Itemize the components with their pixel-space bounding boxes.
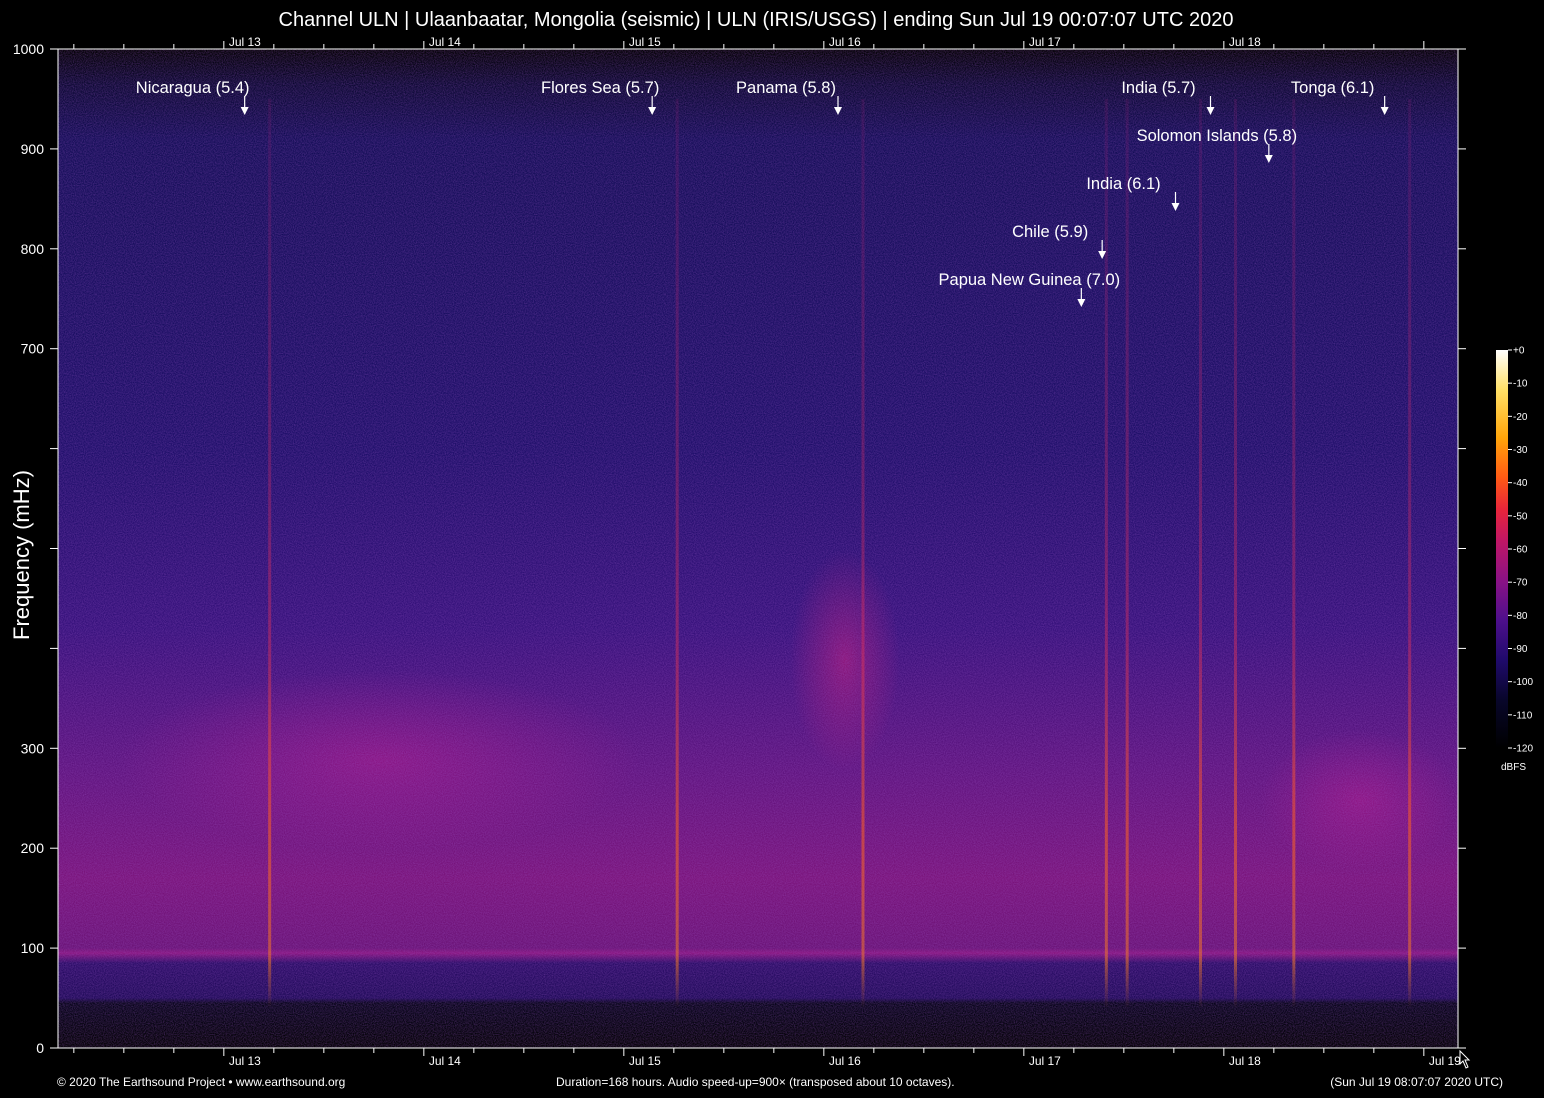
x-day-label: Jul 15 xyxy=(629,1054,661,1068)
event-label: India (6.1) xyxy=(1086,175,1160,193)
colorbar-tick-label: -60 xyxy=(1513,545,1528,556)
x-day-label-top: Jul 15 xyxy=(629,35,661,49)
event-annotation: Solomon Islands (5.8) xyxy=(1137,127,1298,163)
event-streak xyxy=(1104,99,1108,1008)
event-streak xyxy=(1234,99,1237,1008)
arrow-down-icon xyxy=(1098,251,1107,259)
event-label: India (5.7) xyxy=(1121,79,1195,97)
y-tick-label: 1000 xyxy=(13,41,44,57)
colorbar-tick-label: -90 xyxy=(1513,644,1528,655)
colorbar-tick-label: -70 xyxy=(1513,578,1528,589)
chart-title: Channel ULN | Ulaanbaatar, Mongolia (sei… xyxy=(278,9,1234,31)
arrow-down-icon xyxy=(1206,107,1215,115)
event-label: Solomon Islands (5.8) xyxy=(1137,127,1298,145)
y-axis-label: Frequency (mHz) xyxy=(9,470,34,640)
y-tick-label: 300 xyxy=(21,740,45,756)
x-day-label-top: Jul 17 xyxy=(1029,35,1061,49)
event-annotation: Tonga (6.1) xyxy=(1291,79,1389,115)
footer-duration-note: Duration=168 hours. Audio speed-up=900× … xyxy=(556,1075,955,1089)
event-streak xyxy=(1199,99,1202,1008)
event-streak xyxy=(675,99,679,1008)
event-streak xyxy=(1125,99,1129,1008)
x-day-label: Jul 18 xyxy=(1229,1054,1261,1068)
arrow-down-icon xyxy=(648,107,657,115)
footer-timestamp: (Sun Jul 19 08:07:07 2020 UTC) xyxy=(1330,1075,1503,1089)
event-streak xyxy=(861,99,865,1008)
colorbar-unit: dBFS xyxy=(1501,762,1527,773)
event-label: Chile (5.9) xyxy=(1012,223,1088,241)
arrow-down-icon xyxy=(1077,299,1086,307)
event-streak xyxy=(1408,99,1412,1008)
colorbar-tick-label: -80 xyxy=(1513,611,1528,622)
x-day-label: Jul 13 xyxy=(229,1054,261,1068)
x-day-label: Jul 16 xyxy=(829,1054,861,1068)
event-label: Tonga (6.1) xyxy=(1291,79,1374,97)
colorbar-tick-label: -100 xyxy=(1513,677,1533,688)
spectrogram-field xyxy=(58,49,1460,1048)
arrow-down-icon xyxy=(1171,203,1180,211)
y-tick-label: 900 xyxy=(21,141,45,157)
arrow-down-icon xyxy=(1380,107,1389,115)
y-axis: 0 100 200 300 700 800 900 1000 xyxy=(13,41,1466,1056)
event-annotation: Chile (5.9) xyxy=(1012,223,1107,259)
event-streaks xyxy=(268,99,1412,1008)
event-annotation: India (5.7) xyxy=(1121,79,1215,115)
x-day-label-top: Jul 16 xyxy=(829,35,861,49)
event-annotation: India (6.1) xyxy=(1086,175,1180,211)
event-annotation: Panama (5.8) xyxy=(736,79,842,115)
x-day-label: Jul 17 xyxy=(1029,1054,1061,1068)
colorbar-tick-label: +0 xyxy=(1513,346,1525,357)
y-tick-label: 200 xyxy=(21,840,45,856)
event-annotation: Nicaragua (5.4) xyxy=(136,79,250,115)
y-tick-label: 100 xyxy=(21,940,45,956)
colorbar-tick-label: -50 xyxy=(1513,511,1528,522)
colorbar-tick-label: -20 xyxy=(1513,412,1528,423)
x-day-label-top: Jul 14 xyxy=(429,35,461,49)
event-streak xyxy=(268,99,272,1008)
x-day-label: Jul 19 xyxy=(1429,1054,1461,1068)
y-tick-label: 0 xyxy=(36,1040,44,1056)
event-label: Nicaragua (5.4) xyxy=(136,79,250,97)
colorbar: +0 -10 -20 -30 -40 -50 -60 -70 -80 -90 -100 -110 -12… xyxy=(1496,346,1533,755)
x-axis: Jul 13 Jul 13 Jul 14 Jul 14 Jul 15 Jul 15 Jul … xyxy=(73,35,1461,1068)
event-streak xyxy=(1292,99,1296,1008)
event-label: Flores Sea (5.7) xyxy=(541,79,659,97)
colorbar-scale xyxy=(1496,350,1508,748)
x-day-label: Jul 14 xyxy=(429,1054,461,1068)
x-day-label-top: Jul 18 xyxy=(1229,35,1261,49)
arrow-down-icon xyxy=(240,107,249,115)
arrow-down-icon xyxy=(1264,155,1273,163)
y-tick-label: 700 xyxy=(21,341,45,357)
x-day-label-top: Jul 13 xyxy=(229,35,261,49)
arrow-down-icon xyxy=(834,107,842,115)
event-annotation: Papua New Guinea (7.0) xyxy=(939,271,1121,307)
colorbar-tick-label: -10 xyxy=(1513,379,1528,390)
colorbar-tick-label: -30 xyxy=(1513,445,1528,456)
event-label: Papua New Guinea (7.0) xyxy=(939,271,1121,289)
colorbar-tick-label: -120 xyxy=(1513,744,1533,755)
footer-copyright: © 2020 The Earthsound Project • www.eart… xyxy=(57,1075,346,1089)
event-annotations: Nicaragua (5.4) Flores Sea (5.7) Panama (5… xyxy=(136,79,1389,307)
colorbar-tick-label: -40 xyxy=(1513,478,1528,489)
colorbar-tick-label: -110 xyxy=(1513,710,1533,721)
event-annotation: Flores Sea (5.7) xyxy=(541,79,659,115)
cursor-arrow-icon xyxy=(1459,1049,1471,1069)
y-tick-label: 800 xyxy=(21,241,45,257)
event-label: Panama (5.8) xyxy=(736,79,836,97)
